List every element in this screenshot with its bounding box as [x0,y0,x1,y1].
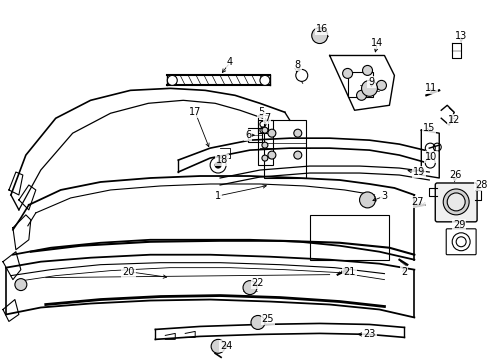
Text: 6: 6 [244,130,250,140]
Text: 15: 15 [422,123,435,133]
Text: 5: 5 [257,107,264,117]
Text: 1: 1 [215,191,221,201]
Circle shape [15,279,27,291]
Text: 9: 9 [367,77,374,87]
Circle shape [215,162,221,168]
Circle shape [442,189,468,215]
Text: 21: 21 [343,267,355,276]
Circle shape [262,155,267,161]
Text: 26: 26 [448,170,461,180]
Text: 16: 16 [315,24,327,33]
Circle shape [359,192,375,208]
Circle shape [267,129,275,137]
Text: 12: 12 [447,115,459,125]
Text: 8: 8 [294,60,300,71]
Bar [258,120,272,165]
Text: 25: 25 [261,314,274,324]
Text: 4: 4 [226,58,233,67]
Text: 29: 29 [452,220,465,230]
Bar [347,72,372,97]
Text: 7: 7 [263,113,269,123]
Circle shape [447,193,464,211]
Text: 22: 22 [251,278,264,288]
Text: 27: 27 [410,197,423,207]
Bar [309,215,388,260]
Circle shape [293,129,301,137]
Circle shape [211,339,224,353]
Circle shape [262,127,267,133]
Text: 24: 24 [220,341,232,351]
Text: 28: 28 [474,180,486,190]
Circle shape [250,315,264,329]
Text: 20: 20 [122,267,134,276]
Text: 18: 18 [216,155,228,165]
Text: 10: 10 [424,152,436,162]
Text: 2: 2 [401,267,407,276]
Circle shape [243,280,256,294]
Circle shape [295,69,307,81]
Circle shape [356,90,366,100]
Circle shape [342,68,352,78]
Circle shape [267,151,275,159]
Text: 3: 3 [381,191,386,201]
Bar [247,128,262,142]
Circle shape [311,28,327,44]
Circle shape [167,75,177,85]
Circle shape [361,80,377,96]
Circle shape [362,66,372,75]
Circle shape [376,80,386,90]
FancyBboxPatch shape [446,229,475,255]
Text: 14: 14 [370,37,383,48]
Bar [258,115,267,133]
Bar [264,120,305,178]
Circle shape [260,75,269,85]
Circle shape [262,142,267,148]
FancyBboxPatch shape [434,183,476,222]
Text: 13: 13 [454,31,467,41]
Text: 19: 19 [412,167,425,177]
Text: 23: 23 [363,329,375,339]
Text: 17: 17 [189,107,201,117]
Text: 11: 11 [424,84,436,93]
Circle shape [293,151,301,159]
